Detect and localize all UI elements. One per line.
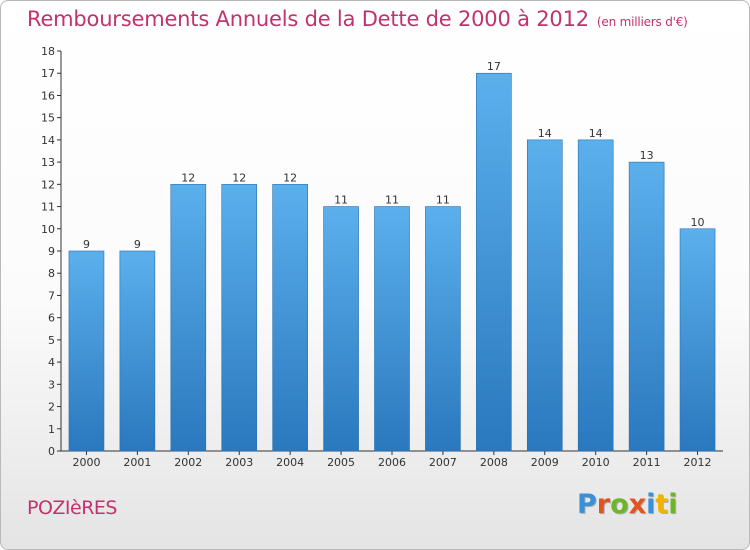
bar-value-label: 11 xyxy=(436,194,450,207)
bar xyxy=(476,72,512,452)
commune-name: POZIèRES xyxy=(27,497,118,519)
y-tick-label: 18 xyxy=(41,45,55,58)
x-tick-label: 2001 xyxy=(123,456,151,469)
x-tick-label: 2010 xyxy=(582,456,610,469)
bar xyxy=(119,250,156,452)
x-tick-label: 2002 xyxy=(174,456,202,469)
proxiti-logo: Proxiti xyxy=(577,489,678,520)
x-tick-label: 2009 xyxy=(531,456,559,469)
y-tick-label: 2 xyxy=(48,401,55,414)
y-tick-label: 7 xyxy=(48,289,55,302)
logo-letter: o xyxy=(610,489,629,520)
bar xyxy=(577,139,614,452)
y-tick-label: 17 xyxy=(41,67,55,80)
chart-title-text: Remboursements Annuels de la Dette de 20… xyxy=(27,7,589,31)
y-tick-label: 11 xyxy=(41,201,55,214)
y-tick-label: 0 xyxy=(48,445,55,458)
logo-letter: i xyxy=(668,489,678,520)
bar-value-label: 14 xyxy=(538,127,552,140)
chart-subtitle: (en milliers d'€) xyxy=(596,15,688,29)
bar-value-label: 11 xyxy=(334,194,348,207)
x-tick-label: 2007 xyxy=(429,456,457,469)
y-tick-label: 16 xyxy=(41,89,55,102)
bar xyxy=(425,206,461,452)
y-tick-label: 13 xyxy=(41,156,55,169)
x-tick-label: 2000 xyxy=(72,456,100,469)
bar-value-label: 12 xyxy=(181,171,195,184)
bar xyxy=(628,161,665,452)
y-tick-label: 3 xyxy=(48,378,55,391)
y-tick-label: 8 xyxy=(48,267,55,280)
bar-value-label: 10 xyxy=(691,216,705,229)
bar xyxy=(170,184,207,452)
bar xyxy=(679,228,716,452)
bar-value-label: 17 xyxy=(487,60,501,73)
y-tick-label: 15 xyxy=(41,112,55,125)
bar-value-label: 13 xyxy=(640,149,654,162)
bar xyxy=(272,184,308,452)
bar xyxy=(221,184,258,452)
x-tick-label: 2005 xyxy=(327,456,355,469)
logo-letter: r xyxy=(596,489,611,520)
logo-letter: x xyxy=(628,489,647,520)
y-tick-label: 6 xyxy=(48,312,55,325)
y-tick-label: 10 xyxy=(41,223,55,236)
bar-value-label: 9 xyxy=(83,238,90,251)
logo-letter: P xyxy=(577,489,597,520)
y-tick-label: 5 xyxy=(48,334,55,347)
bar xyxy=(526,139,563,452)
y-tick-label: 12 xyxy=(41,178,55,191)
logo-letter: i xyxy=(646,489,656,520)
bar-value-label: 11 xyxy=(385,194,399,207)
bar-value-label: 14 xyxy=(589,127,603,140)
x-tick-label: 2004 xyxy=(276,456,304,469)
logo-letter: t xyxy=(655,489,669,520)
y-tick-label: 14 xyxy=(41,134,55,147)
x-tick-label: 2012 xyxy=(684,456,712,469)
y-tick-label: 1 xyxy=(48,423,55,436)
y-tick-label: 4 xyxy=(48,356,55,369)
x-tick-label: 2006 xyxy=(378,456,406,469)
bar-value-label: 12 xyxy=(283,171,297,184)
bar-value-label: 12 xyxy=(232,171,246,184)
chart-title: Remboursements Annuels de la Dette de 20… xyxy=(27,7,688,31)
bar xyxy=(374,206,410,452)
bar xyxy=(68,250,105,452)
bar-value-label: 9 xyxy=(134,238,141,251)
x-tick-label: 2003 xyxy=(225,456,253,469)
x-tick-label: 2008 xyxy=(480,456,508,469)
bar xyxy=(323,206,359,452)
x-tick-label: 2011 xyxy=(633,456,661,469)
y-tick-label: 9 xyxy=(48,245,55,258)
